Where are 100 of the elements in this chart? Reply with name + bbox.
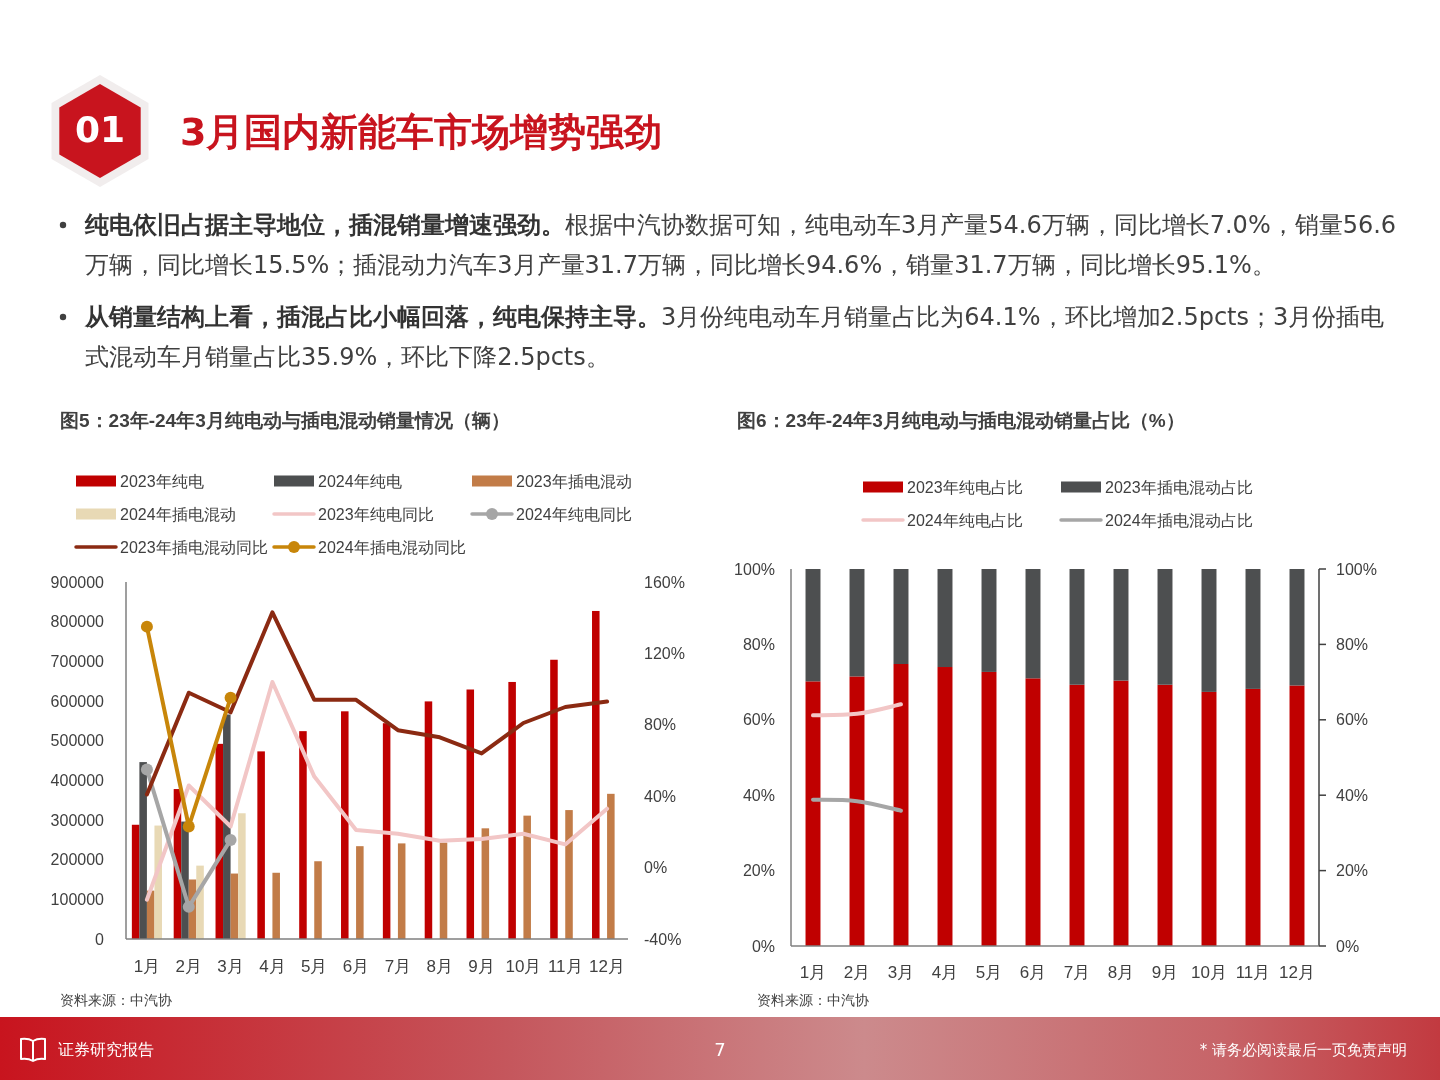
text: 资料来源：中汽协 [757,992,869,1008]
y-tick-label: 700000 [50,652,105,670]
bar [523,815,531,939]
bar [550,659,558,939]
x-tick-label: 9月 [1151,962,1179,982]
legend-label: 2023年插电混动 [516,472,632,490]
bar [805,569,821,682]
y-tick-label: 200000 [50,851,105,869]
x-tick-label: 3月 [887,962,915,982]
bar [154,825,162,939]
y2-tick-label: 20% [1336,862,1369,880]
y-tick-label: 80% [742,635,775,653]
bar [1025,678,1041,946]
bar [1245,569,1261,689]
bar [238,813,246,939]
x-tick-label: 2月 [175,956,202,976]
legend-label: 2023年插电混动同比 [120,538,268,556]
x-tick-label: 1月 [799,962,827,982]
bar [1113,569,1129,681]
x-tick-label: 1月 [133,956,161,976]
chart-title: 图6：23年-24年3月纯电动与插电混动销量占比（%） [737,409,1185,431]
text: 从销量结构上看，插混占比小幅回落，纯电保持主导。3月份纯电动车月销量占比为64.1%，环比增加2.5pcts；3月份插电式混动车月销量占比35.9%，环比下降2.5pcts。 [85,303,1385,371]
y2-tick-label: 0% [1336,937,1360,955]
bar [981,671,997,946]
line-series [144,610,610,797]
bar [223,714,231,939]
bar [607,793,615,939]
bar [382,723,391,939]
y-tick-label: 60% [742,711,775,729]
x-tick-label: 7月 [1063,962,1091,982]
legend-label: 2023年纯电占比 [907,478,1023,496]
text: 7 [713,1039,727,1061]
point [140,620,153,633]
bar [439,842,448,939]
bar [849,676,865,946]
x-tick-label: 10月 [1191,962,1227,982]
bar [1245,688,1261,946]
bar [592,610,600,939]
text: 资料来源：中汽协 [60,992,172,1008]
y-tick-label: 40% [742,786,775,804]
bar [424,701,433,939]
legend-label: 2024年纯电同比 [516,505,632,523]
text: 证券研究报告 [58,1039,154,1061]
y-tick-label: 300000 [50,811,105,829]
y-tick-label: 0 [95,930,105,948]
bar [893,569,909,664]
x-tick-label: 4月 [931,962,959,982]
legend-label: 2023年纯电同比 [318,505,434,523]
bar [356,846,364,939]
bar [314,861,322,939]
x-tick-label: 8月 [1107,962,1135,982]
bar [508,681,516,939]
x-tick-label: 12月 [1279,962,1315,982]
bar [1157,684,1173,946]
x-tick-label: 4月 [259,956,286,976]
x-tick-label: 5月 [975,962,1003,982]
bar [139,762,147,939]
legend-label: 2023年纯电 [120,472,204,490]
bar [805,681,821,946]
text: * 请务必阅读最后一页免责声明 [1198,1040,1407,1061]
y-tick-label: 500000 [50,732,105,750]
point [182,820,195,833]
y2-tick-label: 40% [644,787,677,805]
y2-tick-label: 40% [1336,786,1369,804]
bar [1113,680,1129,946]
y2-tick-label: 80% [1336,635,1369,653]
legend-label: 2024年纯电占比 [907,511,1023,529]
point [224,691,237,704]
point [224,833,237,846]
y2-tick-label: 60% [1336,711,1369,729]
text: 纯电依旧占据主导地位，插混销量增速强劲。根据中汽协数据可知，纯电动车3月产量54.6万辆，同比增长7.0%，销量56.6万辆，同比增长15.5%；插混动力汽车3月产量31.7万辆，同比增长94.6%，销量31.7万辆，同比增长95.1%。 [85,210,1397,281]
legend-label: 2024年插电混动 [120,505,236,523]
bar [341,711,349,939]
bar [257,751,265,939]
legend-label: 2024年插电混动同比 [318,538,466,556]
text: 01 [73,108,127,152]
bar [1289,569,1305,686]
point [182,900,195,913]
y-tick-label: 800000 [50,613,105,631]
y-tick-label: 100% [734,560,775,578]
legend-label: 2024年纯电 [318,472,402,490]
y-tick-label: 600000 [50,692,105,710]
text: 3月国内新能车市场增势强劲 [180,109,663,156]
x-tick-label: 8月 [426,956,453,976]
bar [1069,684,1085,946]
x-tick-label: 9月 [468,956,495,976]
y2-tick-label: 80% [644,716,677,734]
bar [893,664,909,946]
x-tick-label: 11月 [1235,962,1271,982]
legend-label: 2024年插电混动占比 [1105,511,1253,529]
x-tick-label: 5月 [301,956,328,976]
y2-tick-label: 120% [644,644,685,662]
y2-tick-label: -40% [644,930,682,948]
bar [937,569,953,668]
x-tick-label: 3月 [217,956,244,976]
bar [937,667,953,946]
chart-title: 图5：23年-24年3月纯电动与插电混动销量情况（辆） [60,409,510,431]
point [140,763,153,776]
y2-tick-label: 160% [644,573,685,591]
y-tick-label: 0% [751,937,775,955]
